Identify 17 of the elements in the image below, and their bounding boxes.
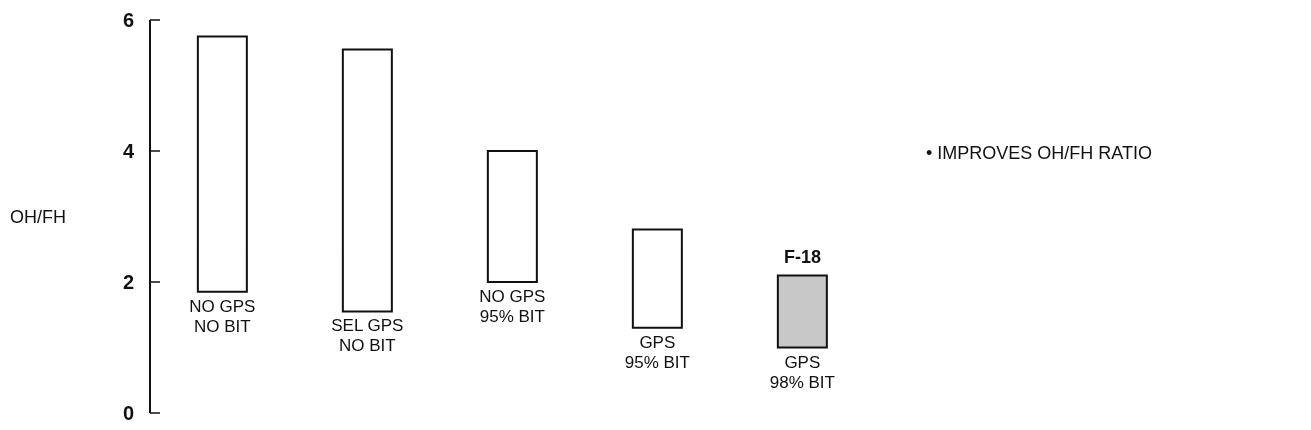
bar — [486, 150, 538, 283]
y-axis-title: OH/FH — [10, 206, 66, 227]
x-tick-label: NO GPS NO BIT — [189, 296, 256, 336]
y-tick-label: 4 — [122, 140, 135, 163]
bar — [776, 274, 828, 349]
bar — [341, 48, 393, 313]
x-tick-label: GPS 95% BIT — [624, 332, 690, 372]
y-tick-label: 6 — [122, 9, 134, 32]
x-tick-label: NO GPS 95% BIT — [479, 287, 546, 326]
bar — [196, 35, 248, 293]
y-tick-label: 0 — [122, 402, 134, 425]
x-tick-label: GPS 98% BIT — [769, 352, 835, 392]
annotation: F-18 — [783, 247, 822, 268]
y-tick-label: 2 — [122, 271, 134, 294]
text: • IMPROVES OH/FH RATIO — [926, 143, 1152, 164]
bar — [631, 228, 683, 329]
x-tick-label: SEL GPS NO BIT — [331, 316, 404, 356]
